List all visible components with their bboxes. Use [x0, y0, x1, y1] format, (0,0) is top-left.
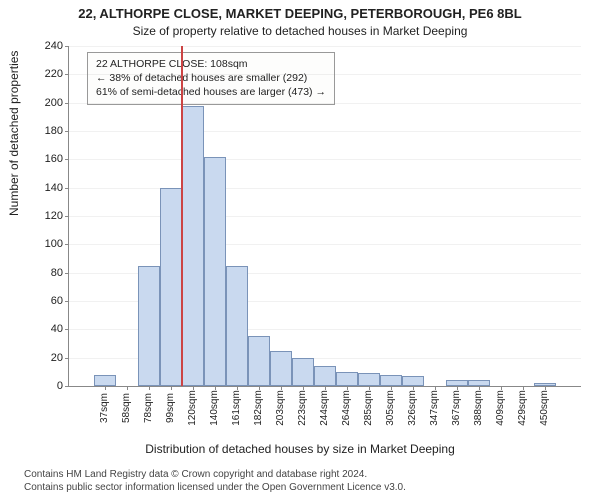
xtick-mark — [105, 386, 106, 390]
xtick-label: 429sqm — [517, 390, 528, 426]
xtick-label: 285sqm — [363, 390, 374, 426]
chart-container: 22, ALTHORPE CLOSE, MARKET DEEPING, PETE… — [0, 0, 600, 500]
ytick-mark — [65, 159, 69, 160]
xtick-label: 223sqm — [297, 390, 308, 426]
footer: Contains HM Land Registry data © Crown c… — [0, 468, 600, 494]
ytick-mark — [65, 216, 69, 217]
xtick-label: 409sqm — [495, 390, 506, 426]
ytick-mark — [65, 188, 69, 189]
xtick-label: 99sqm — [165, 393, 176, 423]
annotation-line3: 61% of semi-detached houses are larger (… — [96, 85, 326, 99]
xtick-label: 305sqm — [385, 390, 396, 426]
bar — [336, 372, 358, 386]
xtick-label: 244sqm — [319, 390, 330, 426]
plot-area: 22 ALTHORPE CLOSE: 108sqm ← 38% of detac… — [68, 46, 581, 387]
ytick-mark — [65, 273, 69, 274]
x-axis-label: Distribution of detached houses by size … — [0, 442, 600, 456]
xtick-label: 347sqm — [429, 390, 440, 426]
footer-line1: Contains HM Land Registry data © Crown c… — [24, 468, 600, 481]
title-main: 22, ALTHORPE CLOSE, MARKET DEEPING, PETE… — [0, 6, 600, 21]
bar — [402, 376, 424, 386]
ytick-label: 160 — [45, 153, 63, 165]
ygrid — [69, 103, 581, 104]
xtick-label: 203sqm — [275, 390, 286, 426]
xtick-label: 78sqm — [143, 393, 154, 423]
bar — [314, 366, 336, 386]
xtick-label: 388sqm — [473, 390, 484, 426]
ytick-mark — [65, 358, 69, 359]
ytick-label: 40 — [51, 323, 63, 335]
bar — [358, 373, 380, 386]
ytick-mark — [65, 46, 69, 47]
ytick-label: 140 — [45, 182, 63, 194]
ytick-label: 0 — [57, 380, 63, 392]
xtick-label: 367sqm — [451, 390, 462, 426]
ytick-mark — [65, 386, 69, 387]
ytick-mark — [65, 329, 69, 330]
bar — [160, 188, 182, 386]
ytick-label: 120 — [45, 210, 63, 222]
ytick-label: 80 — [51, 267, 63, 279]
ytick-mark — [65, 74, 69, 75]
xtick-mark — [127, 386, 128, 390]
ytick-label: 200 — [45, 97, 63, 109]
xtick-label: 326sqm — [407, 390, 418, 426]
ygrid — [69, 244, 581, 245]
y-axis-label: Number of detached properties — [7, 51, 21, 216]
bar — [292, 358, 314, 386]
ytick-mark — [65, 301, 69, 302]
bar — [94, 375, 116, 386]
ygrid — [69, 74, 581, 75]
ytick-mark — [65, 103, 69, 104]
xtick-label: 37sqm — [99, 393, 110, 423]
footer-line2: Contains public sector information licen… — [24, 481, 600, 494]
ytick-label: 180 — [45, 125, 63, 137]
ytick-mark — [65, 131, 69, 132]
annotation-line1: 22 ALTHORPE CLOSE: 108sqm — [96, 57, 326, 71]
title-sub: Size of property relative to detached ho… — [0, 24, 600, 38]
bar — [270, 351, 292, 386]
ytick-mark — [65, 244, 69, 245]
xtick-label: 58sqm — [121, 393, 132, 423]
ygrid — [69, 216, 581, 217]
ytick-label: 220 — [45, 68, 63, 80]
ygrid — [69, 46, 581, 47]
ygrid — [69, 159, 581, 160]
xtick-mark — [149, 386, 150, 390]
xtick-mark — [171, 386, 172, 390]
xtick-label: 264sqm — [341, 390, 352, 426]
annotation-box: 22 ALTHORPE CLOSE: 108sqm ← 38% of detac… — [87, 52, 335, 105]
xtick-label: 120sqm — [187, 390, 198, 426]
bar — [138, 266, 160, 386]
xtick-label: 140sqm — [209, 390, 220, 426]
bar — [380, 375, 402, 386]
ytick-label: 240 — [45, 40, 63, 52]
ytick-label: 60 — [51, 295, 63, 307]
bar — [182, 106, 204, 387]
ygrid — [69, 188, 581, 189]
ygrid — [69, 131, 581, 132]
xtick-label: 161sqm — [231, 390, 242, 426]
ytick-label: 100 — [45, 238, 63, 250]
bar — [248, 336, 270, 386]
xtick-label: 450sqm — [539, 390, 550, 426]
xtick-label: 182sqm — [253, 390, 264, 426]
annotation-line2: ← 38% of detached houses are smaller (29… — [96, 71, 326, 85]
bar — [204, 157, 226, 387]
ytick-label: 20 — [51, 352, 63, 364]
bar — [226, 266, 248, 386]
reference-line — [181, 46, 183, 386]
